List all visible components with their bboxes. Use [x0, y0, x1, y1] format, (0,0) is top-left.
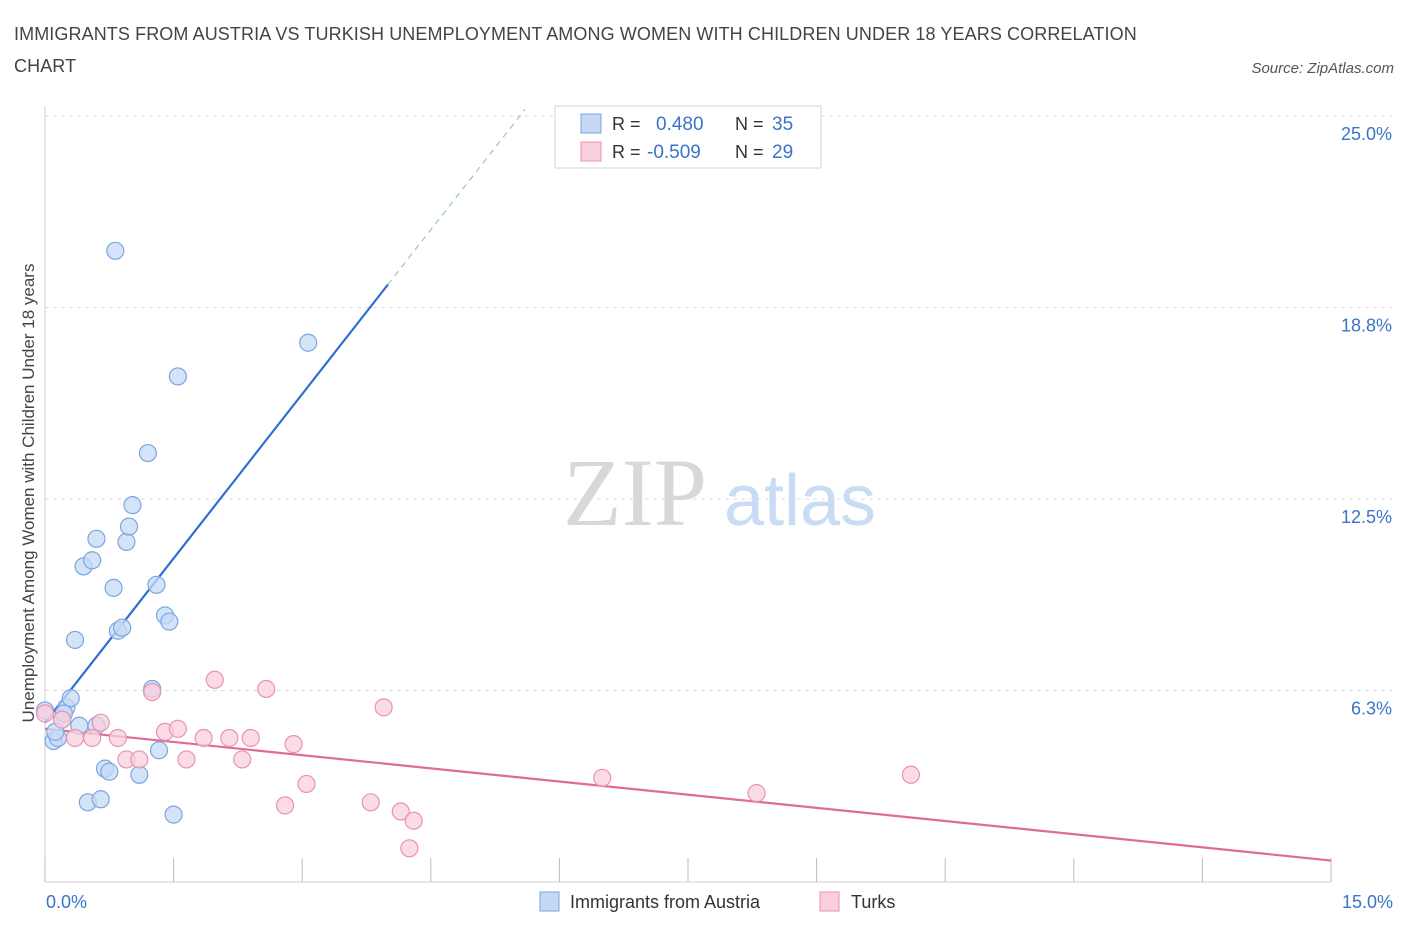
stats-legend: R = 0.480 N = 35 R = -0.509 N = 29 — [554, 105, 822, 169]
point-austria — [130, 765, 149, 784]
point-turks — [91, 713, 110, 732]
point-austria — [61, 689, 80, 708]
stats-swatch-pink — [580, 141, 602, 162]
y-tick-label: 25.0% — [1341, 124, 1392, 144]
point-turks — [108, 728, 127, 748]
point-layer — [35, 241, 921, 858]
stats-r-value: -0.509 — [647, 142, 701, 163]
x-tick-label: 15.0% — [1342, 892, 1393, 912]
chart-title: IMMIGRANTS FROM AUSTRIA VS TURKISH UNEMP… — [14, 24, 1137, 76]
point-austria — [91, 790, 110, 809]
point-turks — [901, 765, 921, 784]
legend-swatch-austria — [539, 891, 560, 912]
point-turks — [194, 728, 213, 748]
point-turks — [361, 793, 380, 812]
point-austria — [87, 529, 106, 548]
stats-r-label: R = — [612, 114, 641, 134]
source-label: Source: ZipAtlas.com — [1251, 60, 1394, 77]
point-austria — [164, 805, 183, 824]
watermark-atlas: atlas — [724, 461, 876, 541]
trendline-layer — [44, 108, 1332, 862]
point-austria — [147, 575, 166, 594]
point-turks — [83, 728, 102, 748]
y-tick-label: 12.5% — [1341, 507, 1392, 527]
point-austria — [149, 741, 169, 760]
point-turks — [391, 802, 410, 821]
point-turks — [168, 719, 187, 738]
legend-label-austria: Immigrants from Austria — [570, 892, 761, 912]
point-austria — [123, 496, 142, 515]
grid-layer — [45, 115, 1392, 691]
trendline-turks — [44, 727, 1332, 862]
point-austria — [104, 578, 123, 597]
y-axis-label: Unemployment Among Women with Children U… — [19, 264, 38, 723]
point-turks — [275, 796, 295, 815]
point-austria — [106, 241, 125, 260]
point-turks — [297, 774, 316, 794]
point-turks — [220, 728, 239, 748]
trendline-austria — [44, 283, 389, 724]
point-austria — [168, 367, 187, 386]
stats-swatch-blue — [580, 113, 602, 134]
point-turks — [205, 670, 224, 689]
axis-layer: 6.3% 12.5% 18.8% 25.0% 0.0% 15.0% — [44, 106, 1393, 912]
x-tick-label: 0.0% — [46, 892, 87, 912]
point-austria — [83, 551, 102, 570]
stats-n-value: 29 — [772, 142, 793, 163]
point-austria — [113, 618, 132, 637]
stats-r-label: R = — [612, 142, 641, 162]
point-turks — [53, 710, 72, 729]
point-turks — [404, 811, 423, 830]
point-turks — [177, 750, 196, 769]
point-austria — [100, 762, 119, 781]
stats-n-label: N = — [735, 142, 764, 162]
watermark: ZIP atlas — [563, 439, 876, 546]
legend-label-turks: Turks — [851, 892, 895, 912]
point-austria — [117, 532, 136, 551]
legend-swatch-turks — [819, 891, 840, 912]
point-turks — [241, 728, 260, 748]
series-legend: Immigrants from Austria Turks — [539, 891, 895, 912]
point-turks — [257, 679, 276, 699]
point-turks — [374, 698, 393, 717]
point-austria — [138, 443, 157, 463]
point-turks — [130, 750, 149, 769]
point-austria — [299, 333, 318, 352]
point-turks — [143, 682, 162, 702]
trendline-austria-extension — [387, 108, 526, 285]
point-turks — [400, 839, 419, 858]
y-tick-label: 18.8% — [1341, 316, 1392, 336]
y-tick-label: 6.3% — [1351, 699, 1392, 719]
point-turks — [747, 784, 766, 803]
stats-n-value: 35 — [772, 114, 793, 135]
point-turks — [284, 735, 303, 754]
point-turks — [35, 704, 55, 723]
stats-n-label: N = — [735, 114, 764, 134]
watermark-zip: ZIP — [563, 439, 707, 546]
point-austria — [65, 630, 85, 650]
stats-r-value: 0.480 — [656, 114, 704, 135]
point-austria — [119, 517, 139, 536]
point-turks — [593, 768, 612, 787]
point-austria — [160, 612, 179, 631]
point-turks — [233, 750, 252, 769]
point-turks — [65, 728, 85, 748]
